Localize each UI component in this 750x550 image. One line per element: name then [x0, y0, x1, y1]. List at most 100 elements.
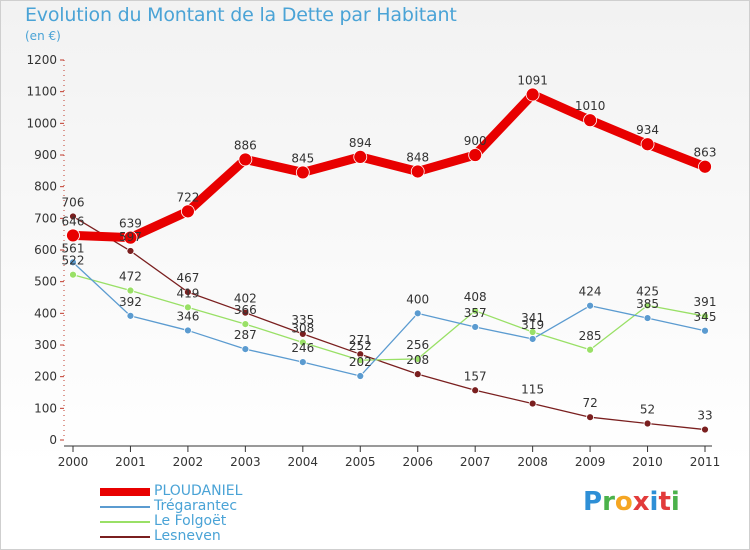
- data-point: [241, 308, 250, 317]
- data-label: 335: [291, 313, 314, 327]
- data-point: [643, 419, 652, 428]
- series-line: [72, 274, 706, 361]
- chart-title: Evolution du Montant de la Dette par Hab…: [25, 4, 457, 26]
- x-tick-label: 2011: [690, 455, 721, 469]
- data-label: 848: [406, 150, 429, 164]
- data-label: 1010: [575, 99, 606, 113]
- data-point: [586, 413, 594, 422]
- x-tick-label: 2007: [460, 455, 491, 469]
- data-point: [525, 87, 540, 102]
- legend-swatch: [100, 536, 150, 538]
- data-label: 366: [234, 303, 257, 317]
- data-point: [643, 301, 652, 310]
- data-point: [413, 370, 422, 379]
- data-label: 646: [62, 214, 85, 228]
- data-point: [356, 356, 365, 365]
- brand-letter: t: [658, 487, 671, 517]
- y-tick-label: 1100: [26, 85, 57, 99]
- data-point: [643, 314, 652, 322]
- data-label: 419: [176, 286, 199, 300]
- series-line: [72, 261, 706, 377]
- data-label: 157: [464, 369, 487, 383]
- x-tick-label: 2002: [173, 455, 204, 469]
- data-label: 345: [694, 310, 717, 324]
- data-label: 472: [119, 270, 142, 284]
- x-tick-label: 2001: [115, 455, 146, 469]
- data-label: 934: [636, 123, 659, 137]
- y-tick-label: 600: [34, 243, 57, 257]
- data-point: [126, 286, 135, 295]
- data-label: 863: [694, 146, 717, 160]
- data-point: [298, 330, 307, 338]
- data-label: 1091: [517, 74, 548, 88]
- legend-label: Lesneven: [154, 528, 221, 544]
- data-label: 639: [119, 217, 142, 231]
- data-label: 287: [234, 328, 257, 342]
- data-label: 115: [521, 383, 544, 397]
- data-label: 357: [464, 306, 487, 320]
- data-point: [701, 312, 709, 321]
- data-point: [66, 228, 80, 243]
- data-point: [353, 149, 368, 164]
- y-tick-label: 800: [34, 180, 57, 194]
- data-label: 308: [291, 321, 314, 335]
- data-label: 391: [694, 295, 717, 309]
- data-point: [471, 323, 480, 331]
- data-point: [528, 399, 537, 408]
- data-label: 894: [349, 136, 372, 150]
- y-tick-label: 1200: [26, 53, 57, 67]
- data-point: [298, 338, 307, 347]
- y-tick-label: 400: [34, 306, 57, 320]
- data-label: 246: [291, 341, 314, 355]
- data-label: 52: [640, 403, 655, 417]
- brand-letter: i: [670, 487, 680, 517]
- data-label: 900: [464, 134, 487, 148]
- data-label: 341: [521, 311, 544, 325]
- data-point: [701, 326, 709, 335]
- data-label: 425: [636, 284, 659, 298]
- data-point: [413, 309, 422, 318]
- data-label: 385: [636, 297, 659, 311]
- data-point: [295, 165, 310, 180]
- data-point: [69, 212, 77, 221]
- brand-letter: r: [602, 487, 615, 517]
- legend-swatch: [100, 506, 150, 508]
- data-point: [701, 425, 709, 434]
- brand-letter: P: [583, 487, 603, 517]
- data-label: 886: [234, 138, 257, 152]
- data-point: [468, 148, 483, 162]
- x-tick-label: 2004: [288, 455, 319, 469]
- data-label: 319: [521, 318, 544, 332]
- y-tick-label: 300: [34, 338, 57, 352]
- y-tick-label: 1000: [26, 116, 57, 130]
- data-point: [413, 355, 422, 363]
- x-tick-label: 2009: [575, 455, 606, 469]
- data-label: 202: [349, 355, 372, 369]
- brand-letter: x: [632, 487, 650, 517]
- legend-label: Trégarantec: [154, 498, 238, 514]
- data-label: 522: [62, 254, 85, 268]
- y-tick-label: 100: [34, 401, 57, 415]
- data-label: 33: [697, 409, 712, 423]
- data-point: [126, 247, 135, 255]
- legend-label: Le Folgoët: [154, 513, 227, 529]
- data-label: 271: [349, 333, 372, 347]
- y-tick-label: 700: [34, 211, 57, 225]
- data-point: [410, 164, 425, 179]
- data-label: 706: [62, 195, 85, 209]
- x-tick-label: 2008: [517, 455, 548, 469]
- data-label: 845: [291, 151, 314, 165]
- data-label: 256: [406, 338, 429, 352]
- data-point: [69, 258, 77, 267]
- data-point: [184, 303, 192, 312]
- chart-unit: (en €): [25, 29, 61, 43]
- data-label: 208: [406, 353, 429, 367]
- data-label: 392: [119, 295, 142, 309]
- x-tick-label: 2010: [632, 455, 663, 469]
- data-point: [356, 372, 365, 380]
- data-point: [586, 301, 594, 310]
- legend-swatch: [100, 488, 150, 496]
- data-point: [238, 152, 253, 167]
